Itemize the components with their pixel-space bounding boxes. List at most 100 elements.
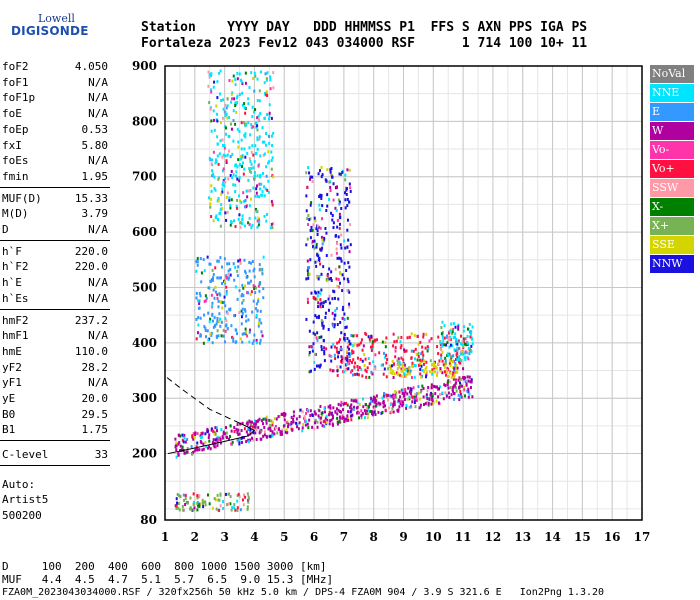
echo-point [247, 440, 250, 444]
echo-point [208, 101, 211, 105]
echo-point [221, 207, 224, 211]
echo-point [316, 331, 319, 335]
echo-point [430, 337, 433, 341]
echo-point [217, 498, 220, 502]
echo-point [245, 314, 248, 318]
echo-point [258, 289, 261, 293]
echo-point [305, 277, 308, 281]
echo-point [336, 256, 339, 260]
echo-point [380, 363, 383, 367]
echo-point [305, 209, 308, 213]
echo-point [266, 71, 269, 75]
echo-point [338, 410, 341, 414]
echo-point [210, 333, 213, 337]
echo-point [349, 410, 352, 414]
echo-point [336, 241, 339, 245]
echo-point [352, 350, 355, 354]
echo-point [431, 362, 434, 366]
echo-point [246, 334, 249, 338]
echo-point [191, 508, 194, 512]
echo-point [175, 455, 178, 459]
echo-point [326, 193, 329, 197]
echo-point [464, 394, 467, 398]
echo-point [287, 422, 290, 426]
echo-point [317, 305, 320, 309]
param-name: hmE [2, 344, 22, 358]
echo-point [338, 256, 341, 260]
echo-point [453, 374, 456, 378]
clevel-row: C-level 33 [2, 448, 108, 463]
echo-point [319, 226, 322, 230]
echo-point [400, 399, 403, 403]
echo-point [246, 291, 249, 295]
echo-point [209, 107, 212, 111]
echo-point [215, 334, 218, 338]
echo-point [196, 256, 199, 260]
echo-point [308, 218, 311, 222]
echo-point [177, 453, 180, 457]
echo-point [397, 399, 400, 403]
echo-point [469, 380, 472, 384]
echo-point [204, 503, 207, 507]
echo-point [367, 412, 370, 416]
echo-point [457, 339, 460, 343]
echo-point [228, 276, 231, 280]
echo-point [248, 167, 251, 171]
echo-point [468, 322, 471, 326]
echo-point [196, 503, 199, 507]
echo-point [310, 344, 313, 348]
echo-point [238, 194, 241, 198]
echo-point [174, 444, 177, 448]
echo-point [354, 361, 357, 365]
echo-point [227, 177, 230, 181]
echo-point [215, 426, 218, 430]
echo-point [396, 363, 399, 367]
echo-point [220, 98, 223, 102]
echo-point [427, 401, 430, 405]
echo-point [342, 402, 345, 406]
echo-point [218, 276, 221, 280]
echo-point [328, 354, 331, 358]
echo-point [177, 433, 180, 437]
echo-point [410, 332, 413, 336]
echo-point [216, 443, 219, 447]
echo-point [271, 156, 274, 160]
echo-point [233, 503, 236, 507]
echo-point [465, 382, 468, 386]
echo-point [395, 339, 398, 343]
echo-point [271, 420, 274, 424]
echo-point [230, 442, 233, 446]
echo-point [412, 386, 415, 390]
echo-point [211, 158, 214, 162]
echo-point [243, 224, 246, 228]
echo-point [211, 313, 214, 317]
echo-point [235, 96, 238, 100]
echo-point [336, 416, 339, 420]
echo-point [422, 362, 425, 366]
echo-point [433, 363, 436, 367]
echo-point [318, 416, 321, 420]
echo-point [258, 431, 261, 435]
echo-point [255, 121, 258, 125]
echo-point [403, 372, 406, 376]
echo-point [249, 438, 252, 442]
echo-point [219, 139, 222, 143]
echo-point [212, 429, 215, 433]
echo-point [460, 334, 463, 338]
echo-point [448, 337, 451, 341]
echo-point [369, 409, 372, 413]
echo-point [307, 426, 310, 430]
echo-point [234, 265, 237, 269]
x-tick-label: 2 [191, 530, 199, 544]
echo-point [317, 364, 320, 368]
x-tick-label: 4 [250, 530, 258, 544]
echo-point [204, 326, 207, 330]
echo-point [320, 345, 323, 349]
echo-point [239, 225, 242, 229]
echo-point [392, 396, 395, 400]
echo-point [378, 351, 381, 355]
echo-point [272, 131, 275, 135]
echo-point [343, 261, 346, 265]
echo-point [334, 309, 337, 313]
echo-point [208, 502, 211, 506]
